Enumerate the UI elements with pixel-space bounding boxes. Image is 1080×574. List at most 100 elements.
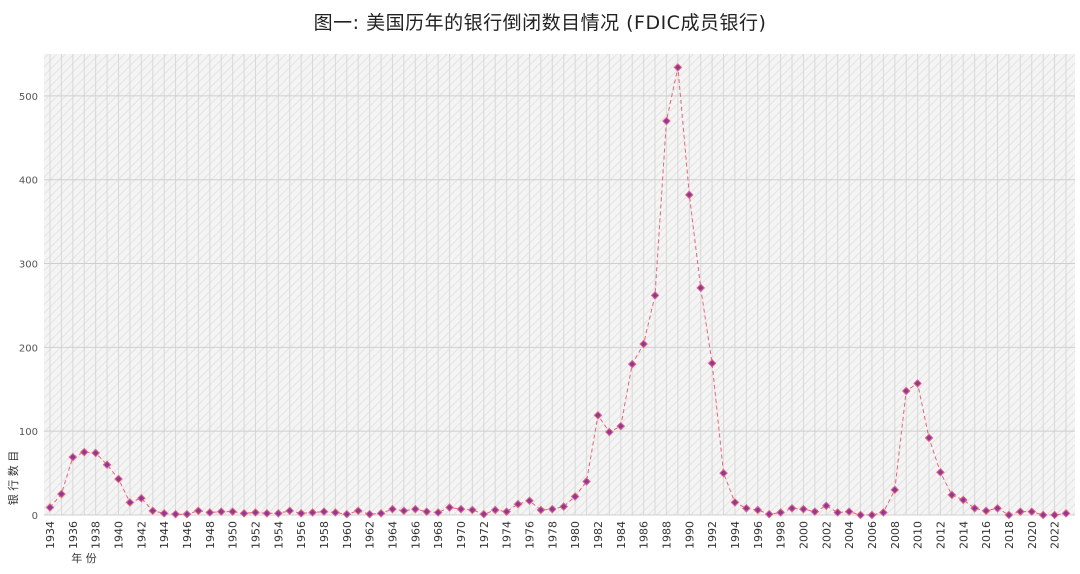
x-tick-label: 1984 xyxy=(615,521,628,549)
data-point xyxy=(513,499,523,509)
data-point xyxy=(114,474,123,484)
data-point xyxy=(684,190,694,200)
x-tick-label: 2002 xyxy=(820,521,833,549)
data-point xyxy=(981,506,991,516)
data-point xyxy=(867,510,877,520)
data-point xyxy=(799,504,808,514)
data-point xyxy=(57,489,66,499)
data-point xyxy=(536,505,546,515)
data-point xyxy=(742,503,751,513)
x-tick-label: 1958 xyxy=(318,521,331,549)
x-axis-label: 年 份 xyxy=(71,551,97,565)
data-point xyxy=(570,492,580,501)
data-point xyxy=(605,427,614,437)
data-point xyxy=(239,509,249,518)
x-tick-label: 2008 xyxy=(889,521,902,549)
data-point xyxy=(650,291,660,300)
x-tick-label: 1950 xyxy=(227,521,240,549)
y-axis-ticks: 0 100 200 300 400 500 xyxy=(19,92,38,522)
data-point xyxy=(445,503,454,512)
data-point xyxy=(1050,510,1059,520)
x-tick-label: 1936 xyxy=(67,521,80,549)
x-tick-label: 2022 xyxy=(1049,521,1062,549)
data-point xyxy=(502,507,511,516)
data-point xyxy=(547,504,557,514)
data-point xyxy=(365,509,374,519)
data-point xyxy=(890,485,900,495)
data-point xyxy=(479,509,489,519)
x-tick-label: 1962 xyxy=(364,521,377,549)
data-point xyxy=(79,447,89,457)
data-point xyxy=(45,503,55,512)
data-point xyxy=(216,507,226,516)
x-tick-label: 1954 xyxy=(272,521,285,549)
x-tick-label: 1980 xyxy=(569,521,582,549)
data-point xyxy=(559,502,569,511)
data-point xyxy=(1016,507,1025,516)
data-point xyxy=(171,509,180,519)
x-tick-label: 1972 xyxy=(478,521,491,549)
data-point xyxy=(913,379,922,388)
data-point xyxy=(308,508,317,517)
x-tick-label: 1974 xyxy=(501,521,514,549)
data-point xyxy=(844,507,854,516)
x-tick-label: 1956 xyxy=(295,521,308,549)
series-line xyxy=(49,67,1067,516)
y-tick-label: 400 xyxy=(19,176,38,187)
y-tick-label: 500 xyxy=(19,92,38,103)
data-point xyxy=(194,506,203,516)
data-point xyxy=(719,468,728,478)
data-point xyxy=(525,496,534,506)
x-tick-label: 1976 xyxy=(523,521,536,549)
y-axis-label: 银 行 数 目 xyxy=(6,451,20,506)
data-point xyxy=(137,493,146,503)
data-point xyxy=(433,508,443,517)
x-tick-label: 2010 xyxy=(912,521,925,549)
data-point xyxy=(68,452,78,462)
x-tick-label: 1938 xyxy=(90,521,103,549)
data-point xyxy=(696,283,706,293)
data-point xyxy=(753,505,763,515)
x-tick-label: 2004 xyxy=(843,521,856,549)
data-point xyxy=(102,460,112,470)
x-tick-label: 1968 xyxy=(432,521,445,549)
x-tick-label: 2006 xyxy=(866,521,879,549)
data-point xyxy=(91,448,100,458)
data-point xyxy=(388,504,397,514)
y-tick-label: 300 xyxy=(19,260,38,271)
y-tick-label: 0 xyxy=(32,511,38,522)
data-point xyxy=(1027,507,1037,516)
x-tick-label: 1934 xyxy=(44,521,57,549)
data-point xyxy=(616,421,626,431)
x-tick-label: 1944 xyxy=(158,521,171,549)
data-point xyxy=(274,509,283,518)
x-tick-label: 2014 xyxy=(957,521,970,549)
data-point xyxy=(251,508,260,517)
data-point xyxy=(148,506,158,516)
data-point xyxy=(730,498,740,507)
data-point xyxy=(970,503,979,513)
data-point xyxy=(285,506,295,516)
data-point xyxy=(901,386,911,396)
data-point xyxy=(924,433,934,443)
x-tick-label: 2018 xyxy=(1003,521,1016,549)
data-markers xyxy=(45,63,1071,520)
x-tick-label: 1966 xyxy=(409,521,422,549)
data-point xyxy=(582,477,591,486)
data-point xyxy=(125,498,135,507)
x-tick-label: 2020 xyxy=(1026,521,1039,549)
data-point xyxy=(593,410,603,420)
data-point xyxy=(468,505,477,515)
data-point xyxy=(936,467,945,477)
x-tick-label: 1946 xyxy=(181,521,194,549)
gridlines xyxy=(44,54,1075,516)
x-tick-label: 1996 xyxy=(752,521,765,549)
y-tick-label: 100 xyxy=(19,427,38,438)
data-point xyxy=(1004,510,1014,520)
chart-title: 图一: 美国历年的银行倒闭数目情况 (FDIC成员银行) xyxy=(313,12,767,34)
x-tick-label: 1982 xyxy=(592,521,605,549)
x-tick-label: 1964 xyxy=(386,521,399,549)
data-point xyxy=(376,509,386,518)
data-point xyxy=(1061,509,1071,518)
